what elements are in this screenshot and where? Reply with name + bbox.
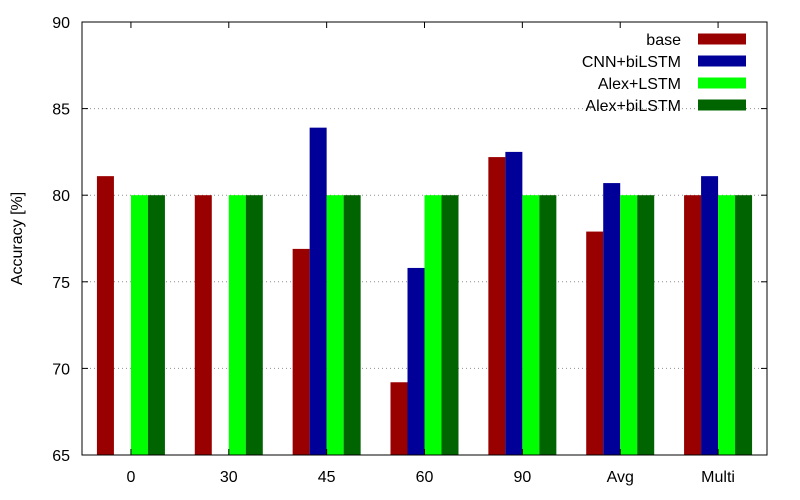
bar-alex-bilstm-30	[245, 195, 263, 455]
bar-cnn-bilstm-avg	[603, 183, 621, 456]
bar-alex-bilstm-45	[343, 195, 361, 455]
legend-label: base	[646, 32, 681, 49]
x-tick-label: Multi	[701, 469, 735, 486]
y-tick-label: 70	[52, 361, 70, 378]
bar-alex-lstm-0	[130, 195, 148, 455]
bar-base-60	[390, 382, 408, 455]
bar-alex-bilstm-avg	[637, 195, 655, 455]
bar-alex-lstm-45	[326, 195, 344, 455]
bar-base-avg	[586, 231, 604, 455]
bar-base-0	[96, 176, 114, 455]
bar-cnn-bilstm-90	[505, 151, 523, 455]
bar-alex-bilstm-0	[147, 195, 165, 455]
legend-swatch	[698, 77, 746, 89]
bar-alex-bilstm-multi	[735, 195, 753, 455]
bar-alex-lstm-avg	[620, 195, 638, 455]
x-axis-ticks: 0 30 45 60 90 Avg Multi	[126, 22, 735, 486]
bar-alex-bilstm-90	[539, 195, 557, 455]
y-tick-label: 85	[52, 102, 70, 119]
x-tick-label: 0	[126, 469, 135, 486]
x-tick-label: 90	[513, 469, 531, 486]
legend-label: CNN+biLSTM	[582, 54, 681, 71]
bar-base-90	[488, 157, 506, 455]
x-tick-label: 30	[220, 469, 238, 486]
bars	[96, 127, 753, 456]
x-tick-label: Avg	[607, 469, 634, 486]
bar-alex-bilstm-60	[441, 195, 459, 455]
y-tick-label: 75	[52, 275, 70, 292]
legend-swatch	[698, 99, 746, 111]
bar-base-45	[292, 248, 310, 455]
bar-alex-lstm-90	[522, 195, 540, 455]
legend-label: Alex+biLSTM	[585, 98, 681, 115]
legend-label: Alex+LSTM	[598, 76, 681, 93]
bar-cnn-bilstm-60	[407, 267, 425, 455]
x-tick-label: 60	[416, 469, 434, 486]
bar-alex-lstm-60	[424, 195, 442, 455]
legend-swatch	[698, 55, 746, 67]
y-axis-label: Accuracy [%]	[9, 192, 26, 285]
y-tick-label: 90	[52, 15, 70, 32]
bar-base-30	[194, 195, 212, 455]
x-tick-label: 45	[318, 469, 336, 486]
bar-alex-lstm-multi	[718, 195, 736, 455]
bar-alex-lstm-30	[228, 195, 246, 455]
legend-swatch	[698, 33, 746, 45]
y-tick-label: 80	[52, 188, 70, 205]
y-tick-label: 65	[52, 448, 70, 465]
bar-cnn-bilstm-multi	[701, 176, 719, 455]
legend: base CNN+biLSTM Alex+LSTM Alex+biLSTM	[582, 32, 746, 115]
y-axis-ticks: 65 70 75 80 85 90	[52, 15, 767, 465]
bar-base-multi	[684, 195, 702, 455]
bar-cnn-bilstm-45	[309, 127, 327, 455]
